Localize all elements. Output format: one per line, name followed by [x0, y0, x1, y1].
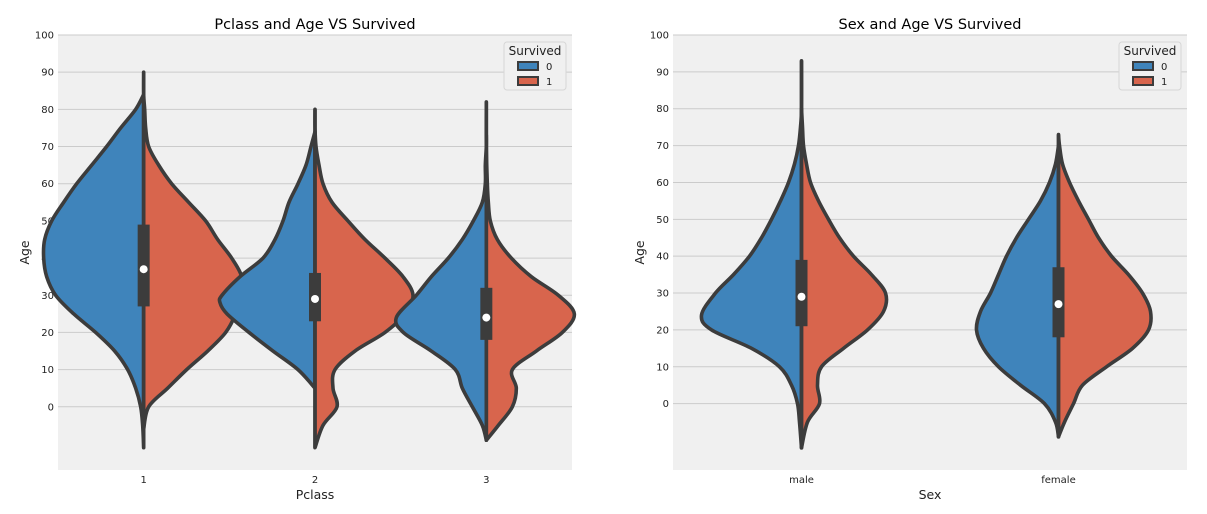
x-tick-label: female [1041, 475, 1075, 486]
legend-title: Survived [509, 44, 562, 58]
x-axis-label: Pclass [296, 487, 335, 502]
y-tick-label: 40 [656, 252, 669, 263]
legend: Survived 0 1 [503, 41, 567, 91]
y-tick-label: 20 [656, 325, 669, 336]
x-tick-label: 3 [483, 475, 489, 486]
legend-label-0: 0 [546, 62, 552, 73]
violin-median [482, 313, 491, 322]
y-tick-label: 0 [48, 402, 54, 413]
y-tick-label: 70 [656, 141, 669, 152]
y-tick-label: 10 [656, 362, 669, 373]
violins [699, 59, 1153, 450]
y-tick-label: 90 [656, 67, 669, 78]
violin-half-survived-1 [799, 106, 889, 450]
y-tick-label: 90 [41, 68, 54, 79]
violin-half-survived-0 [41, 92, 146, 450]
y-tick-label: 70 [41, 142, 54, 153]
legend-swatch-1 [1132, 76, 1154, 86]
legend-label-1: 1 [546, 77, 552, 88]
y-tick-label: 20 [41, 328, 54, 339]
gridlines [673, 34, 1187, 405]
y-tick-label: 100 [35, 31, 54, 42]
y-axis-label: Age [632, 240, 647, 264]
violin-half-survived-0 [974, 143, 1061, 439]
violin-median [797, 292, 806, 301]
x-tick-label: 1 [140, 475, 146, 486]
y-tick-label: 80 [41, 105, 54, 116]
violin-half-survived-1 [141, 70, 245, 431]
y-tick-label: 50 [656, 215, 669, 226]
legend-title: Survived [1124, 44, 1177, 58]
y-tick-labels: 0 10 20 30 40 50 60 70 80 90 100 [650, 31, 669, 411]
violin-half-survived-1 [313, 107, 415, 450]
x-tick-labels: 1 2 3 [140, 475, 489, 486]
violin-half-survived-1 [1056, 132, 1153, 439]
y-tick-label: 50 [41, 216, 54, 227]
violins [41, 70, 577, 450]
legend-label-0: 0 [1161, 62, 1167, 73]
y-tick-label: 10 [41, 365, 54, 376]
y-tick-label: 60 [41, 179, 54, 190]
y-tick-label: 80 [656, 104, 669, 115]
violin-median [1054, 300, 1063, 309]
y-tick-label: 100 [650, 31, 669, 42]
y-axis-label: Age [17, 240, 32, 264]
x-axis-label: Sex [919, 487, 942, 502]
chart-title: Sex and Age VS Survived [838, 17, 1021, 33]
x-tick-labels: male female [789, 475, 1076, 486]
y-tick-label: 0 [663, 399, 669, 410]
legend-swatch-1 [517, 76, 539, 86]
x-tick-label: 2 [312, 475, 318, 486]
violin-median [139, 265, 148, 274]
legend: Survived 0 1 [1118, 41, 1182, 91]
y-tick-label: 60 [656, 178, 669, 189]
legend-swatch-0 [517, 61, 539, 71]
violin-half-survived-0 [217, 129, 317, 391]
y-tick-label: 30 [656, 289, 669, 300]
legend-swatch-0 [1132, 61, 1154, 71]
legend-label-1: 1 [1161, 77, 1167, 88]
chart-title: Pclass and Age VS Survived [214, 17, 415, 33]
violin-median [311, 294, 319, 303]
y-tick-label: 30 [41, 291, 54, 302]
x-tick-label: male [789, 475, 814, 486]
violin-half-survived-0 [699, 59, 804, 450]
